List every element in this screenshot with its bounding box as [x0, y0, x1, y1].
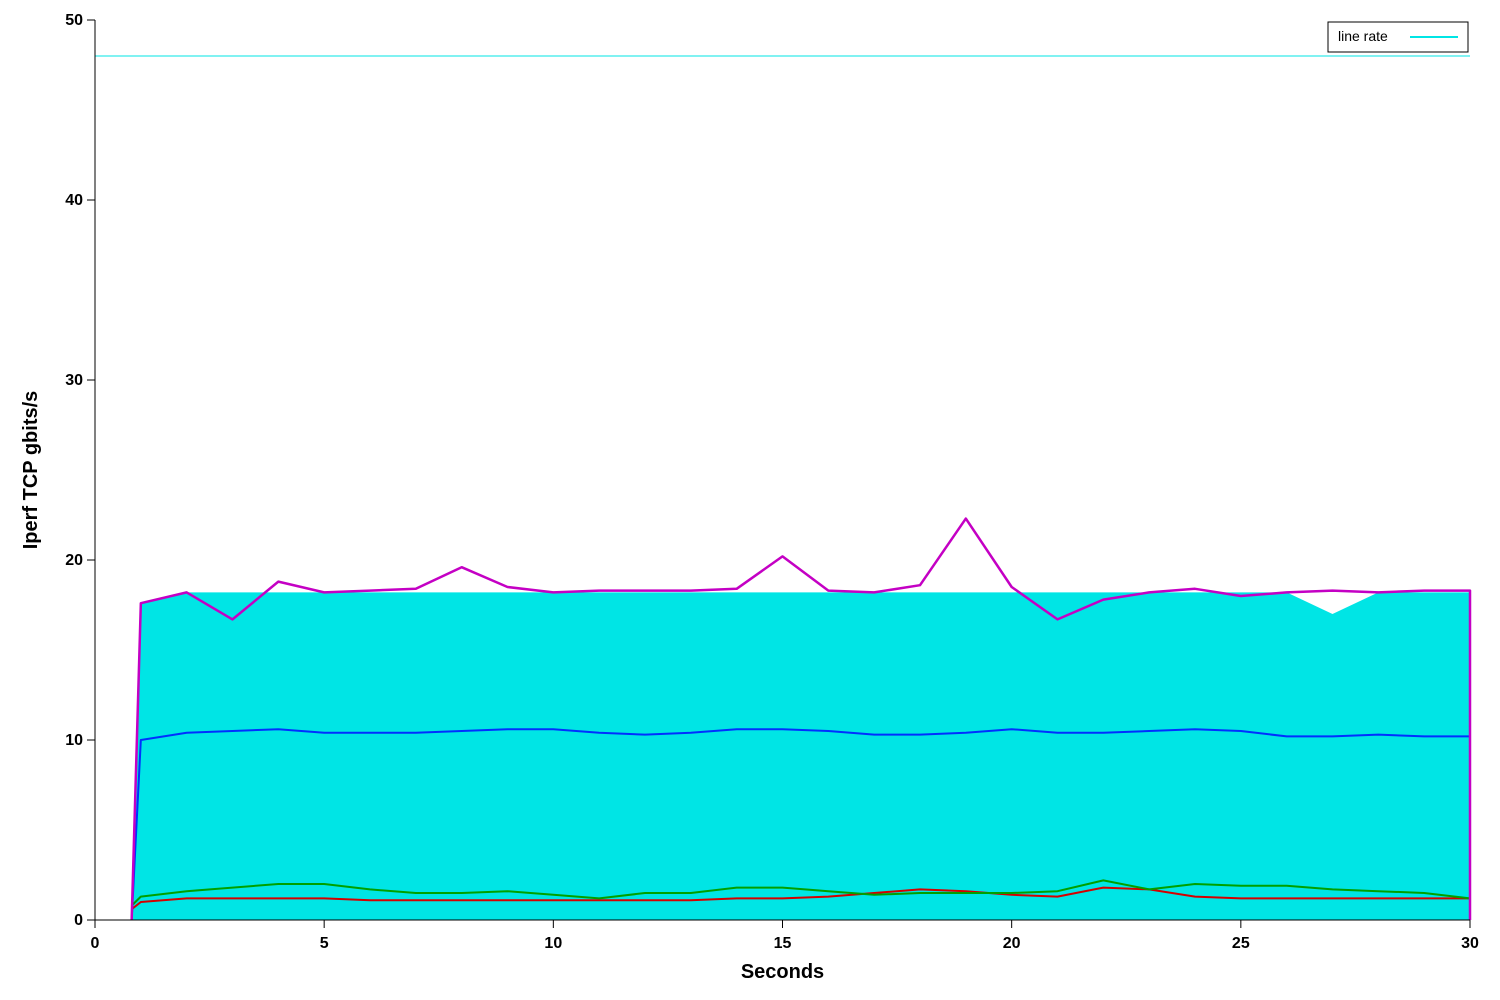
x-tick-label: 25: [1232, 935, 1250, 952]
legend: line rate: [1328, 22, 1468, 52]
x-tick-label: 0: [91, 935, 100, 952]
x-tick-label: 10: [544, 935, 562, 952]
y-tick-label: 50: [65, 12, 83, 29]
y-tick-label: 40: [65, 192, 83, 209]
y-axis-label: Iperf TCP gbits/s: [20, 391, 42, 550]
y-tick-label: 30: [65, 372, 83, 389]
area-series: [132, 592, 1470, 920]
y-tick-label: 20: [65, 552, 83, 569]
y-tick-label: 10: [65, 732, 83, 749]
x-tick-label: 30: [1461, 935, 1479, 952]
x-tick-label: 15: [774, 935, 792, 952]
x-tick-label: 20: [1003, 935, 1021, 952]
iperf-chart: 0 5 10 15 20 25 30 0 10 20 30 40 50 Seconds Iperf TCP …: [0, 0, 1500, 1000]
x-axis-label: Seconds: [741, 961, 824, 983]
legend-label: line rate: [1338, 28, 1388, 44]
y-tick-label: 0: [74, 912, 83, 929]
x-tick-label: 5: [320, 935, 329, 952]
